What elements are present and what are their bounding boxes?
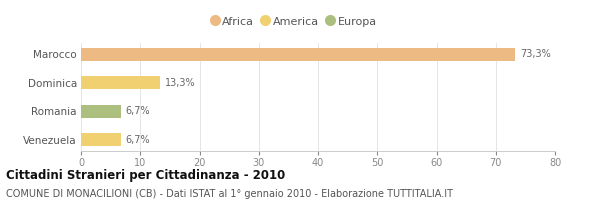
Text: 13,3%: 13,3% xyxy=(164,78,195,88)
Bar xyxy=(81,105,121,118)
Text: 73,3%: 73,3% xyxy=(520,49,551,59)
Text: 6,7%: 6,7% xyxy=(125,106,150,116)
Bar xyxy=(81,48,515,61)
Bar xyxy=(81,133,121,146)
Text: 6,7%: 6,7% xyxy=(125,135,150,145)
Text: Cittadini Stranieri per Cittadinanza - 2010: Cittadini Stranieri per Cittadinanza - 2… xyxy=(6,169,285,182)
Text: COMUNE DI MONACILIONI (CB) - Dati ISTAT al 1° gennaio 2010 - Elaborazione TUTTIT: COMUNE DI MONACILIONI (CB) - Dati ISTAT … xyxy=(6,189,453,199)
Bar xyxy=(81,76,160,89)
Legend: Africa, America, Europa: Africa, America, Europa xyxy=(209,14,379,29)
